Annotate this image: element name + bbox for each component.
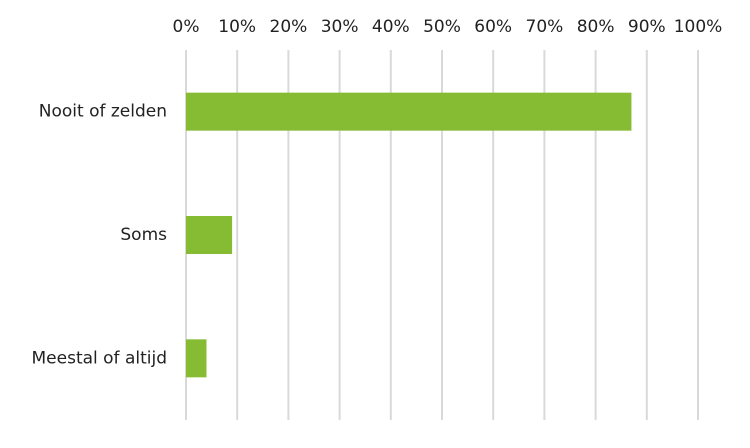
bar bbox=[186, 339, 207, 378]
x-tick-label: 80% bbox=[577, 17, 615, 37]
x-tick-label: 70% bbox=[526, 17, 564, 37]
y-tick-label: Nooit of zelden bbox=[39, 102, 167, 122]
bar bbox=[186, 92, 632, 131]
x-tick-label: 40% bbox=[372, 17, 410, 37]
x-tick-label: 20% bbox=[270, 17, 308, 37]
x-tick-label: 50% bbox=[423, 17, 461, 37]
x-tick-label: 30% bbox=[321, 17, 359, 37]
bar bbox=[186, 216, 233, 254]
y-tick-label: Meestal of altijd bbox=[32, 348, 168, 368]
x-tick-label: 10% bbox=[218, 17, 256, 37]
y-tick-label: Soms bbox=[120, 225, 167, 245]
x-tick-label: 60% bbox=[474, 17, 512, 37]
x-tick-label: 90% bbox=[628, 17, 666, 37]
x-tick-label: 100% bbox=[674, 17, 723, 37]
x-tick-label: 0% bbox=[173, 17, 200, 37]
